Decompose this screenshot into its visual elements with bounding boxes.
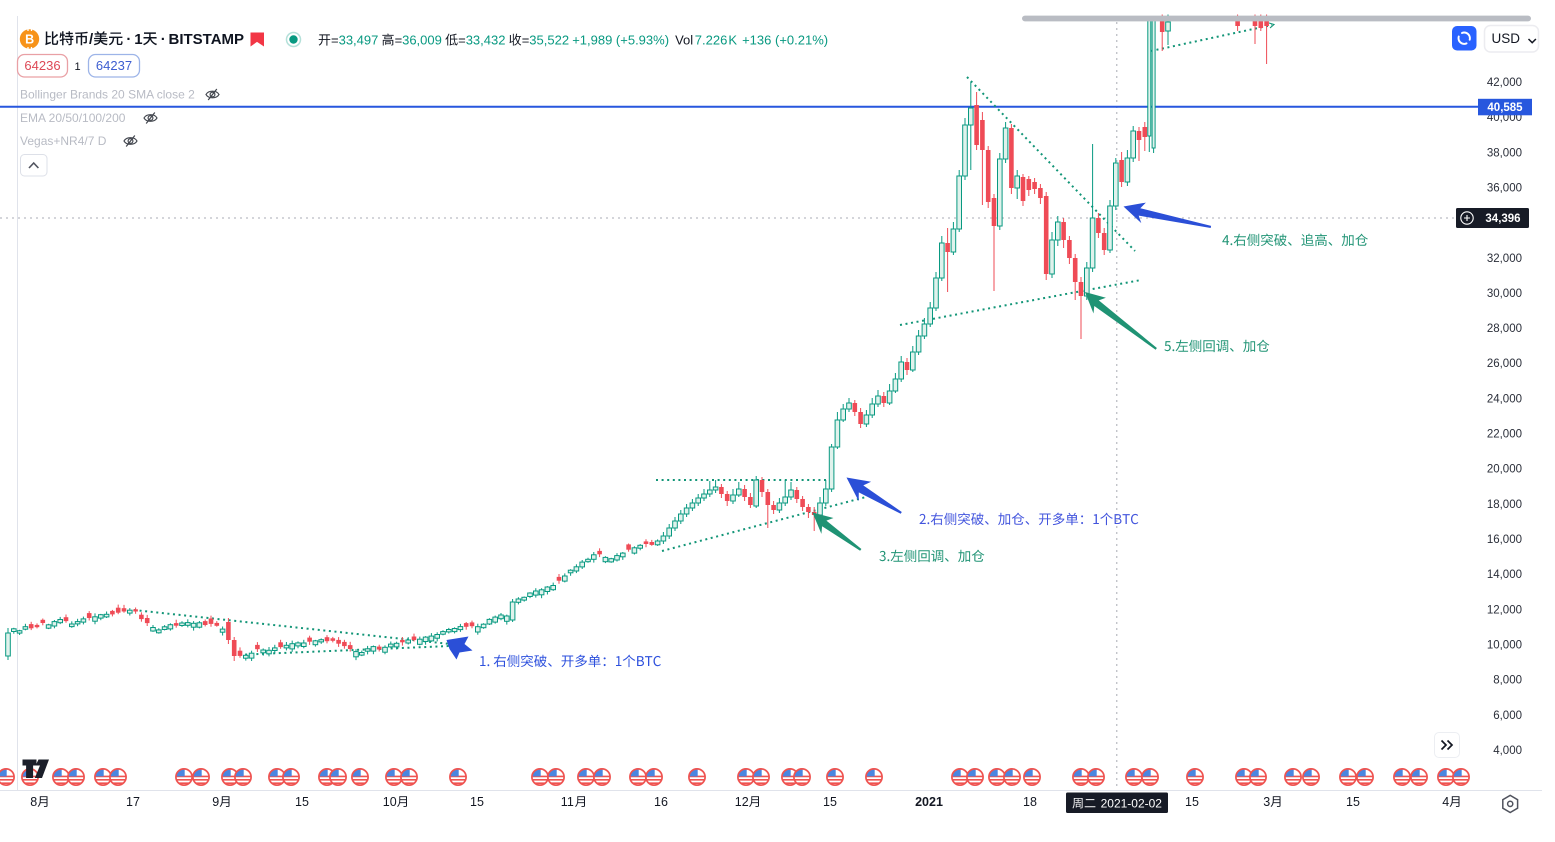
svg-text:16,000: 16,000 <box>1487 534 1522 546</box>
svg-text:22,000: 22,000 <box>1487 429 1522 441</box>
svg-text:36,009: 36,009 <box>402 33 442 48</box>
svg-text:BITSTAMP: BITSTAMP <box>169 31 245 48</box>
svg-text:11: 11 <box>561 795 574 809</box>
svg-text:36,000: 36,000 <box>1487 183 1522 195</box>
svg-text:14,000: 14,000 <box>1487 569 1522 581</box>
svg-text:=: = <box>395 33 403 48</box>
svg-text:2021-02-02: 2021-02-02 <box>1101 797 1163 811</box>
svg-text:33,497: 33,497 <box>339 33 379 48</box>
svg-text:64237: 64237 <box>96 58 132 73</box>
svg-text:38,000: 38,000 <box>1487 147 1522 159</box>
svg-text:64236: 64236 <box>24 58 60 73</box>
svg-text:USD: USD <box>1492 31 1521 46</box>
svg-text:=: = <box>331 33 339 48</box>
svg-text:16: 16 <box>654 795 668 809</box>
svg-text:1: 1 <box>134 31 142 48</box>
svg-text:12,000: 12,000 <box>1487 604 1522 616</box>
svg-text:10,000: 10,000 <box>1487 640 1522 652</box>
svg-text:1: 1 <box>74 61 80 73</box>
svg-text:8: 8 <box>30 795 37 809</box>
svg-text:4: 4 <box>1442 795 1449 809</box>
svg-text:7.226: 7.226 <box>695 33 728 48</box>
svg-text:EMA 20/50/100/200: EMA 20/50/100/200 <box>20 111 126 125</box>
svg-text:/: / <box>89 31 94 48</box>
svg-text:42,000: 42,000 <box>1487 77 1522 89</box>
svg-text:34,396: 34,396 <box>1485 213 1520 225</box>
svg-text:15: 15 <box>470 795 484 809</box>
svg-text:·: · <box>126 31 131 48</box>
svg-text:15: 15 <box>1346 795 1360 809</box>
svg-text:Vol: Vol <box>675 33 693 48</box>
svg-text:26,000: 26,000 <box>1487 358 1522 370</box>
svg-text:8,000: 8,000 <box>1493 675 1522 687</box>
svg-text:B: B <box>25 33 34 47</box>
svg-text:18: 18 <box>1023 795 1037 809</box>
svg-text:+136 (+0.21%): +136 (+0.21%) <box>742 33 828 48</box>
svg-text:K: K <box>728 33 737 48</box>
svg-text:17: 17 <box>126 795 140 809</box>
svg-text:+1,989 (+5.93%): +1,989 (+5.93%) <box>572 33 669 48</box>
svg-text:=: = <box>458 33 466 48</box>
svg-text:=: = <box>522 33 530 48</box>
svg-text:32,000: 32,000 <box>1487 253 1522 265</box>
svg-text:20,000: 20,000 <box>1487 464 1522 476</box>
svg-text:10: 10 <box>383 795 397 809</box>
svg-text:24,000: 24,000 <box>1487 393 1522 405</box>
svg-text:28,000: 28,000 <box>1487 323 1522 335</box>
svg-text:15: 15 <box>1185 795 1199 809</box>
svg-text:35,522: 35,522 <box>529 33 569 48</box>
svg-text:40,585: 40,585 <box>1487 102 1523 114</box>
svg-text:3: 3 <box>1263 795 1270 809</box>
svg-text:6,000: 6,000 <box>1493 710 1522 722</box>
svg-text:30,000: 30,000 <box>1487 288 1522 300</box>
svg-text:Bollinger Brands 20 SMA close: Bollinger Brands 20 SMA close 2 <box>20 88 195 102</box>
svg-text:4,000: 4,000 <box>1493 745 1522 757</box>
svg-text:15: 15 <box>295 795 309 809</box>
svg-text:33,432: 33,432 <box>466 33 506 48</box>
svg-text:18,000: 18,000 <box>1487 499 1522 511</box>
svg-text:·: · <box>161 31 166 48</box>
svg-text:9: 9 <box>212 795 219 809</box>
svg-text:15: 15 <box>823 795 837 809</box>
svg-text:Vegas+NR4/7 D: Vegas+NR4/7 D <box>20 134 107 148</box>
svg-text:12: 12 <box>735 795 749 809</box>
svg-text:2021: 2021 <box>915 795 943 809</box>
